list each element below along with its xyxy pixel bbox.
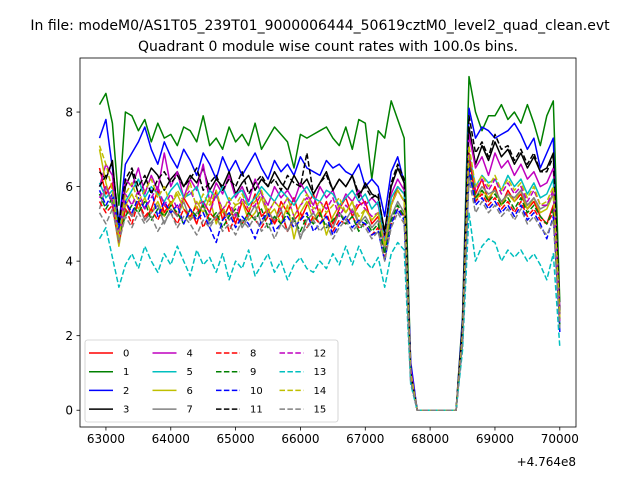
legend-label-0: 0 bbox=[123, 349, 129, 360]
chart-title: Quadrant 0 module wise count rates with … bbox=[138, 39, 518, 55]
y-tick-label: 2 bbox=[65, 329, 73, 343]
x-axis: 63000 64000 65000 66000 67000 68000 69000 70000 bbox=[87, 427, 579, 446]
legend-box bbox=[84, 339, 339, 423]
legend-label-13: 13 bbox=[314, 367, 327, 378]
legend-label-11: 11 bbox=[250, 405, 263, 416]
figure-suptitle: In file: modeM0/AS1T05_239T01_9000006444… bbox=[30, 18, 610, 34]
legend-label-8: 8 bbox=[250, 349, 256, 360]
y-tick-label: 4 bbox=[65, 254, 73, 268]
series-line-13 bbox=[98, 211, 561, 411]
series-line-15 bbox=[98, 178, 561, 411]
legend-label-1: 1 bbox=[123, 367, 129, 378]
x-tick-label: 63000 bbox=[87, 432, 125, 446]
series-line-4 bbox=[98, 133, 561, 411]
legend-label-10: 10 bbox=[250, 386, 263, 397]
legend-label-9: 9 bbox=[250, 367, 256, 378]
series-line-9 bbox=[98, 163, 561, 411]
legend-label-5: 5 bbox=[187, 367, 193, 378]
plot-frame bbox=[79, 57, 577, 428]
legend-label-7: 7 bbox=[187, 405, 193, 416]
x-tick-label: 70000 bbox=[541, 432, 579, 446]
series-line-11 bbox=[98, 115, 561, 411]
x-tick-label: 67000 bbox=[346, 432, 384, 446]
y-tick-label: 6 bbox=[65, 180, 73, 194]
x-tick-label: 64000 bbox=[152, 432, 190, 446]
series-layer bbox=[98, 75, 561, 411]
series-line-14 bbox=[98, 144, 561, 411]
y-axis: 0 2 4 6 8 bbox=[65, 105, 80, 418]
x-tick-label: 69000 bbox=[476, 432, 514, 446]
series-line-5 bbox=[98, 152, 561, 411]
series-line-12 bbox=[98, 148, 561, 411]
legend-label-15: 15 bbox=[314, 405, 327, 416]
series-line-7 bbox=[98, 174, 561, 411]
legend-label-3: 3 bbox=[123, 405, 129, 416]
legend-label-12: 12 bbox=[314, 349, 327, 360]
legend-label-14: 14 bbox=[314, 386, 327, 397]
legend-label-4: 4 bbox=[187, 349, 193, 360]
y-tick-label: 0 bbox=[65, 404, 73, 418]
legend-label-2: 2 bbox=[123, 386, 129, 397]
series-line-0 bbox=[98, 156, 561, 411]
series-line-8 bbox=[98, 152, 561, 411]
y-tick-label: 8 bbox=[65, 105, 73, 119]
x-tick-label: 68000 bbox=[411, 432, 449, 446]
legend-label-6: 6 bbox=[187, 386, 193, 397]
x-offset-label: +4.764e8 bbox=[517, 455, 576, 469]
series-line-2 bbox=[98, 107, 561, 411]
x-tick-label: 66000 bbox=[281, 432, 319, 446]
x-tick-label: 65000 bbox=[217, 432, 255, 446]
